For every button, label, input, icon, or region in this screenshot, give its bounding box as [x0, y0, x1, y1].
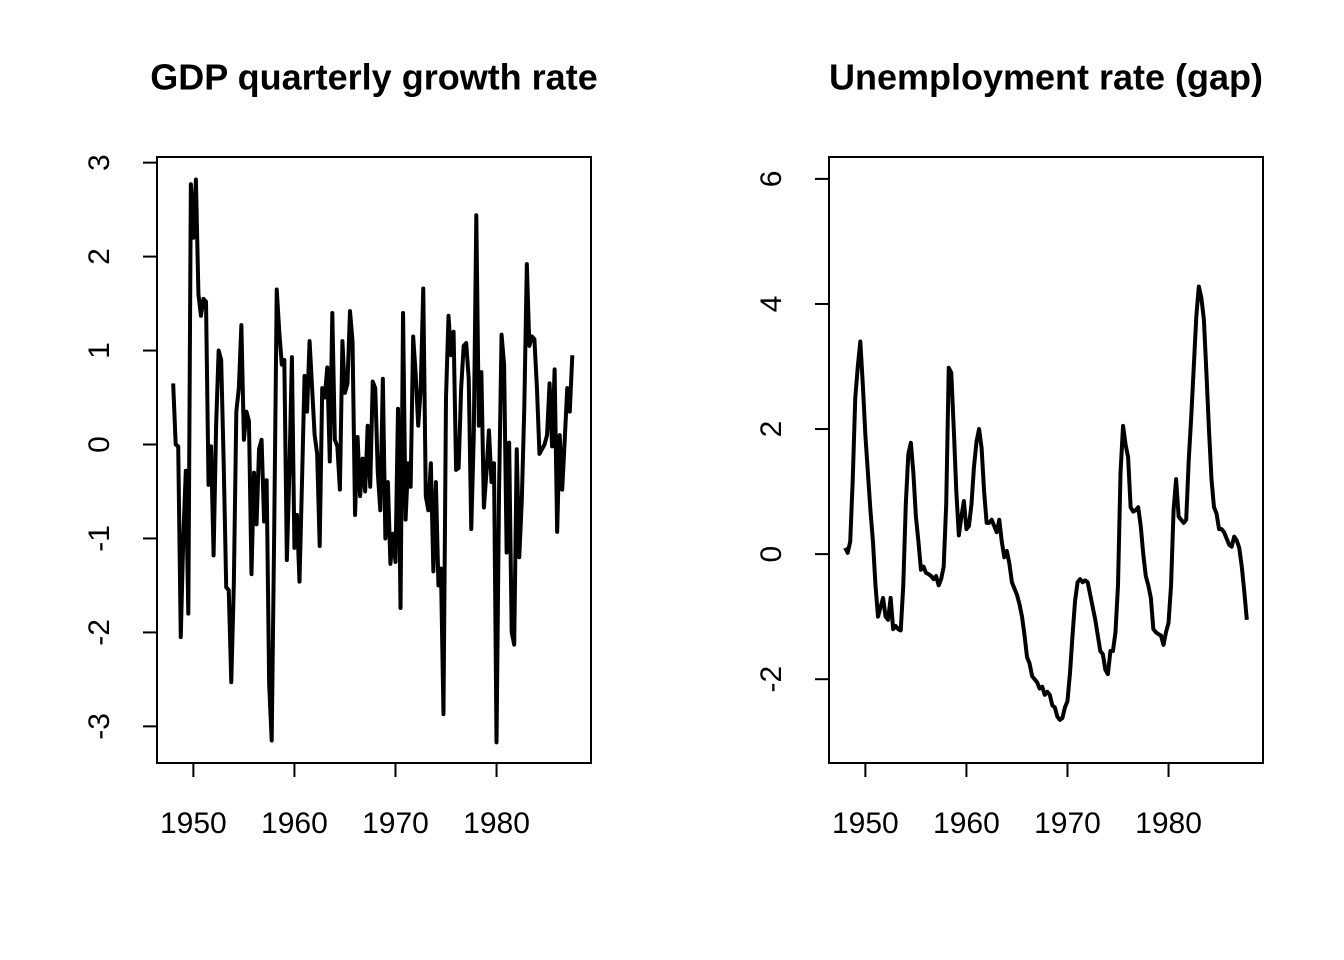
y-tick-label: 2 [755, 421, 788, 438]
y-tick-label: -2 [83, 619, 116, 646]
x-tick-label: 1950 [160, 807, 227, 840]
chart-title: Unemployment rate (gap) [829, 57, 1263, 98]
data-line [171, 177, 575, 745]
y-tick-label: 3 [83, 154, 116, 171]
y-tick-label: -3 [83, 713, 116, 740]
x-tick-label: 1970 [1034, 807, 1101, 840]
y-tick-label: 1 [83, 342, 116, 359]
x-tick-label: 1980 [463, 807, 530, 840]
y-tick-label: 6 [755, 171, 788, 188]
y-tick-label: 0 [83, 436, 116, 453]
x-tick-label: 1960 [261, 807, 328, 840]
y-tick-label: -2 [755, 666, 788, 693]
x-tick-label: 1980 [1135, 807, 1202, 840]
x-tick-label: 1970 [362, 807, 429, 840]
y-tick-label: 0 [755, 546, 788, 563]
y-tick-label: 4 [755, 296, 788, 313]
plot-box [828, 156, 1264, 764]
chart-title: GDP quarterly growth rate [150, 57, 597, 98]
y-tick-label: 2 [83, 248, 116, 265]
y-tick-label: -1 [83, 525, 116, 552]
x-tick-label: 1950 [832, 807, 899, 840]
x-tick-label: 1960 [933, 807, 1000, 840]
data-line [843, 284, 1249, 722]
